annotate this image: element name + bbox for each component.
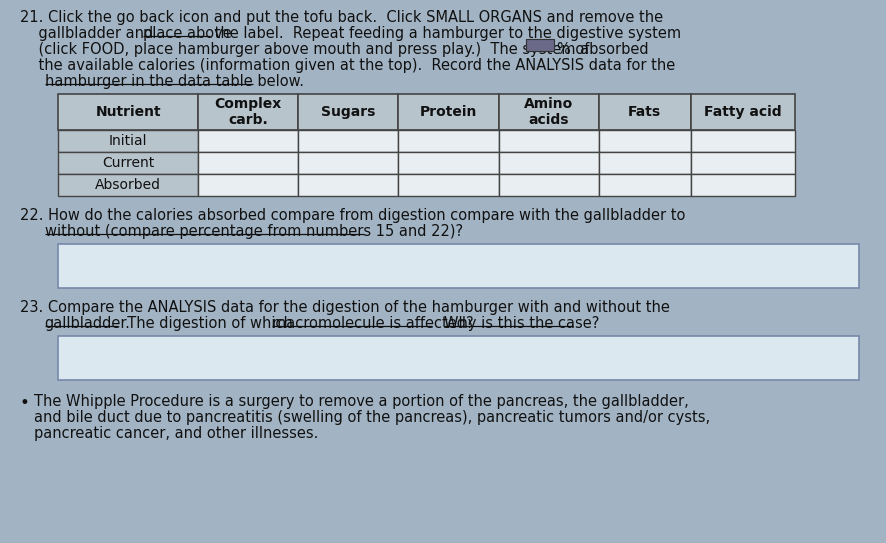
Bar [198,152,298,174]
Bar [690,174,794,196]
Bar [398,130,498,152]
Text: place above: place above [143,26,231,41]
Text: 22. How do the calories absorbed compare from digestion compare with the gallbla: 22. How do the calories absorbed compare… [20,208,685,223]
Text: gallbladder and: gallbladder and [20,26,158,41]
Text: •: • [20,394,30,412]
Bar [398,152,498,174]
Text: macromolecule is affected?: macromolecule is affected? [271,316,473,331]
Bar [58,336,858,380]
Text: Fats: Fats [627,105,661,119]
Bar [525,40,553,52]
Text: without (compare percentage from numbers 15 and 22)?: without (compare percentage from numbers… [44,224,462,239]
Bar [398,94,498,130]
Bar [498,174,598,196]
Text: pancreatic cancer, and other illnesses.: pancreatic cancer, and other illnesses. [34,426,318,441]
Bar [598,130,690,152]
Text: Protein: Protein [419,105,477,119]
Text: Absorbed: Absorbed [95,178,161,192]
Bar [398,174,498,196]
Bar [498,94,598,130]
Text: Why is this the case?: Why is this the case? [443,316,599,331]
Text: Current: Current [102,156,154,170]
Bar [690,130,794,152]
Text: Sugars: Sugars [321,105,375,119]
Bar [498,152,598,174]
Bar [690,152,794,174]
Text: the available calories (information given at the top).  Record the ANALYSIS data: the available calories (information give… [20,58,674,73]
Text: gallbladder.: gallbladder. [44,316,130,331]
Text: Complex
carb.: Complex carb. [214,97,282,127]
Bar [58,174,198,196]
Bar [58,244,858,288]
Bar [598,174,690,196]
Bar [298,130,398,152]
Text: Fatty acid: Fatty acid [703,105,781,119]
Bar [298,174,398,196]
Text: (click FOOD, place hamburger above mouth and press play.)  The system absorbed: (click FOOD, place hamburger above mouth… [20,42,648,57]
Text: Amino
acids: Amino acids [524,97,572,127]
Text: and bile duct due to pancreatitis (swelling of the pancreas), pancreatic tumors : and bile duct due to pancreatitis (swell… [34,410,710,425]
Text: Initial: Initial [109,134,147,148]
Text: 21. Click the go back icon and put the tofu back.  Click SMALL ORGANS and remove: 21. Click the go back icon and put the t… [20,10,663,25]
Text: Nutrient: Nutrient [95,105,160,119]
Text: The Whipple Procedure is a surgery to remove a portion of the pancreas, the gall: The Whipple Procedure is a surgery to re… [34,394,688,409]
Bar [58,152,198,174]
Bar [598,94,690,130]
Bar [198,94,298,130]
Bar [198,130,298,152]
Bar [198,174,298,196]
Bar [598,152,690,174]
Text: The digestion of which: The digestion of which [118,316,298,331]
Bar [690,94,794,130]
Bar [498,130,598,152]
Bar [298,94,398,130]
Bar [58,130,198,152]
Bar [58,94,198,130]
Bar [298,152,398,174]
Text: hamburger in the data table below.: hamburger in the data table below. [44,74,303,89]
Text: 23. Compare the ANALYSIS data for the digestion of the hamburger with and withou: 23. Compare the ANALYSIS data for the di… [20,300,669,315]
Text: the label.  Repeat feeding a hamburger to the digestive system: the label. Repeat feeding a hamburger to… [210,26,680,41]
Text: % of: % of [556,42,588,57]
